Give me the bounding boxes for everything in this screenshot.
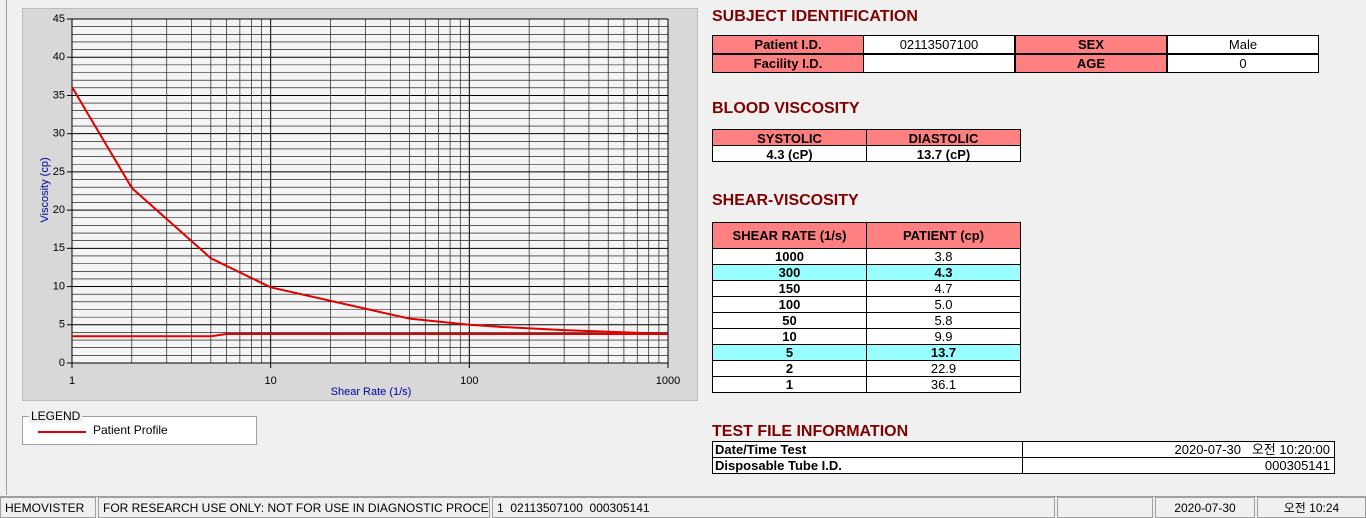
- section-title: TEST FILE INFORMATION: [712, 423, 909, 440]
- status-cell: HEMOVISTER: [0, 497, 96, 518]
- y-tick-label: 10: [53, 280, 65, 292]
- shear-rate: 10: [712, 328, 867, 345]
- table-header: DIASTOLIC: [866, 129, 1021, 146]
- info-label: Disposable Tube I.D.: [712, 457, 1023, 474]
- field-label: AGE: [1015, 54, 1167, 73]
- table-header: PATIENT (cp): [866, 222, 1021, 249]
- patient-value: 4.7: [866, 280, 1021, 297]
- status-bar: [0, 496, 1366, 518]
- axis-line: [71, 19, 668, 364]
- series-line: [72, 332, 668, 338]
- y-tick-label: 0: [59, 357, 65, 369]
- info-value: 2020-07-30 오전 10:20:00: [1022, 441, 1335, 458]
- y-tick-label: 25: [53, 166, 65, 178]
- status-cell: 오전 10:24: [1257, 497, 1366, 518]
- patient-value: 22.9: [866, 360, 1021, 377]
- x-tick-label: 1: [69, 375, 75, 387]
- patient-value: 9.9: [866, 328, 1021, 345]
- legend-title: LEGEND: [29, 409, 83, 423]
- y-tick-label: 35: [53, 89, 65, 101]
- field-value: 0: [1167, 54, 1319, 73]
- y-tick-label: 45: [53, 13, 65, 25]
- y-tick-label: 40: [53, 51, 65, 63]
- table-header: SYSTOLIC: [712, 129, 867, 146]
- field-value: Male: [1167, 35, 1319, 54]
- shear-rate: 100: [712, 296, 867, 313]
- x-tick-label: 1000: [656, 375, 680, 387]
- y-tick-label: 15: [53, 242, 65, 254]
- chart: Viscosity (cp) Shear Rate (1/s) 0 5 10 15 20…: [22, 8, 698, 401]
- left-edge: [0, 0, 7, 495]
- x-axis-label: Shear Rate (1/s): [331, 386, 412, 398]
- legend: LEGEND Patient Profile: [22, 409, 257, 445]
- table-value: 13.7 (cP): [866, 145, 1021, 162]
- status-cell: 1 02113507100 000305141: [492, 497, 1055, 518]
- section-title: SUBJECT IDENTIFICATION: [712, 8, 918, 25]
- info-value: 000305141: [1022, 457, 1335, 474]
- info-label: Date/Time Test: [712, 441, 1023, 458]
- field-label: SEX: [1015, 35, 1167, 54]
- field-label: Facility I.D.: [712, 54, 864, 73]
- table-header: SHEAR RATE (1/s): [712, 222, 867, 249]
- status-cell: 2020-07-30: [1155, 497, 1255, 518]
- y-tick-label: 30: [53, 128, 65, 140]
- patient-value: 4.3: [866, 264, 1021, 281]
- table-value: 4.3 (cP): [712, 145, 867, 162]
- series-line: [71, 86, 669, 335]
- shear-rate: 150: [712, 280, 867, 297]
- shear-rate: 1000: [712, 248, 867, 265]
- field-value: [863, 54, 1015, 73]
- y-axis-label: Viscosity (cp): [39, 157, 51, 222]
- section-title: BLOOD VISCOSITY: [712, 100, 860, 117]
- legend-label: Patient Profile: [93, 423, 168, 437]
- plot-area: [72, 19, 668, 363]
- shear-rate: 300: [712, 264, 867, 281]
- status-cell: FOR RESEARCH USE ONLY: NOT FOR USE IN DI…: [98, 497, 490, 518]
- field-label: Patient I.D.: [712, 35, 864, 54]
- patient-value: 36.1: [866, 376, 1021, 393]
- legend-swatch: [38, 431, 86, 433]
- field-value: 02113507100: [863, 35, 1015, 54]
- shear-rate: 1: [712, 376, 867, 393]
- y-tick-label: 20: [53, 204, 65, 216]
- x-tick-label: 100: [460, 375, 478, 387]
- section-title: SHEAR-VISCOSITY: [712, 192, 859, 209]
- shear-rate: 5: [712, 344, 867, 361]
- y-tick-label: 5: [59, 319, 65, 331]
- shear-rate: 50: [712, 312, 867, 329]
- x-tick-label: 10: [265, 375, 277, 387]
- shear-rate: 2: [712, 360, 867, 377]
- patient-value: 5.8: [866, 312, 1021, 329]
- status-cell: [1057, 497, 1153, 518]
- patient-value: 13.7: [866, 344, 1021, 361]
- patient-value: 5.0: [866, 296, 1021, 313]
- patient-value: 3.8: [866, 248, 1021, 265]
